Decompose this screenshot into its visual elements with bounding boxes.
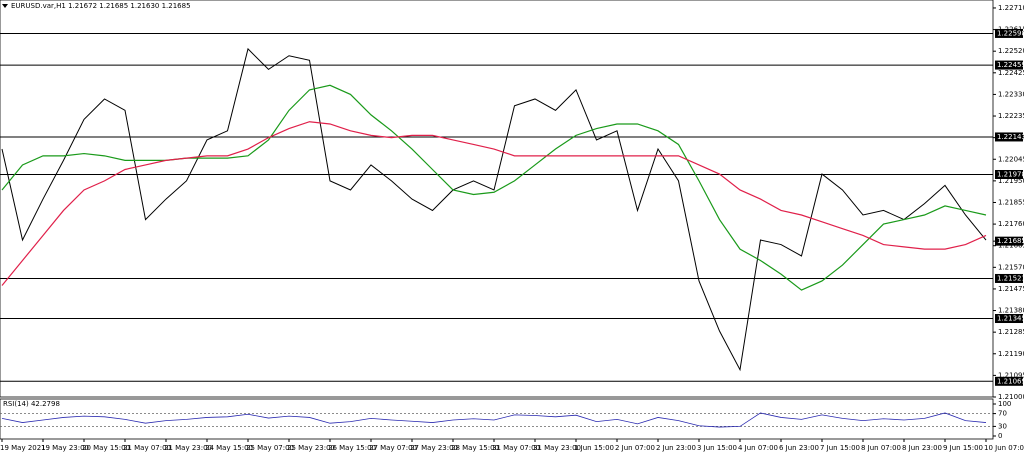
y-tick-label: 1.21760 — [998, 220, 1024, 228]
y-tick-label: 1.22235 — [998, 112, 1024, 120]
level-label: 1.21978 — [997, 170, 1024, 178]
y-tick-label: 1.21570 — [998, 263, 1024, 271]
x-tick-label: 19 May 2021 — [0, 444, 46, 452]
y-tick-label: 1.21380 — [998, 307, 1024, 315]
y-tick-label: 1.22425 — [998, 69, 1024, 77]
main-pane — [0, 0, 994, 398]
y-tick-label: 1.22330 — [998, 90, 1024, 98]
level-label: 1.22459 — [997, 61, 1024, 69]
level-label: 1.22598 — [997, 29, 1024, 37]
y-tick-label: 1.21950 — [998, 177, 1024, 185]
chart-title: EURUSD.var,H1 1.21672 1.21685 1.21630 1.… — [11, 2, 191, 10]
x-tick-label: 2 Jun 07:00 — [615, 444, 655, 452]
level-box — [995, 132, 1023, 142]
current-price-label: 1.21685 — [997, 237, 1024, 245]
level-box — [995, 169, 1023, 179]
level-label: 1.22143 — [997, 133, 1024, 141]
current-price-box — [995, 236, 1023, 246]
x-tick-label: 31 May 23:00 — [533, 444, 581, 452]
x-tick-label: 24 May 15:00 — [205, 444, 253, 452]
x-tick-label: 28 May 15:00 — [451, 444, 499, 452]
y-tick-label: 1.21665 — [998, 242, 1024, 250]
rsi-tick-label: 30 — [998, 422, 1007, 430]
menu-arrow[interactable] — [2, 4, 8, 8]
x-tick-label: 6 Jun 23:00 — [779, 444, 819, 452]
y-tick-label: 1.21095 — [998, 371, 1024, 379]
x-tick-label: 31 May 07:00 — [492, 444, 540, 452]
level-box — [995, 376, 1023, 386]
level-label: 1.21521 — [997, 274, 1024, 282]
rsi-tick-label: 100 — [998, 400, 1011, 408]
y-tick-label: 1.21855 — [998, 198, 1024, 206]
level-box — [995, 28, 1023, 38]
x-tick-label: 9 Jun 15:00 — [943, 444, 983, 452]
y-tick-label: 1.21475 — [998, 285, 1024, 293]
y-tick-label: 1.21190 — [998, 350, 1024, 358]
rsi-tick-label: 70 — [998, 410, 1007, 418]
y-tick-label: 1.21000 — [998, 393, 1024, 401]
rsi-line — [1, 412, 987, 428]
x-tick-label: 25 May 23:00 — [287, 444, 335, 452]
rsi-title: RSI(14) 42.2798 — [3, 400, 60, 408]
y-tick-label: 1.22520 — [998, 47, 1024, 55]
x-tick-label: 21 May 23:00 — [164, 444, 212, 452]
level-label: 1.21069 — [997, 377, 1024, 385]
x-tick-label: 27 May 07:00 — [369, 444, 417, 452]
level-box — [995, 60, 1023, 70]
x-tick-label: 26 May 15:00 — [328, 444, 376, 452]
level-label: 1.21345 — [997, 315, 1024, 323]
x-tick-label: 27 May 23:00 — [410, 444, 458, 452]
x-tick-label: 1 Jun 15:00 — [574, 444, 614, 452]
x-tick-label: 8 Jun 07:00 — [861, 444, 901, 452]
price-line — [1, 47, 987, 372]
y-tick-label: 1.21285 — [998, 328, 1024, 336]
x-tick-label: 19 May 23:00 — [41, 444, 89, 452]
x-tick-label: 8 Jun 23:00 — [902, 444, 942, 452]
price-line — [1, 121, 987, 286]
x-tick-label: 20 May 15:00 — [82, 444, 130, 452]
x-tick-label: 4 Jun 07:00 — [738, 444, 778, 452]
x-tick-label: 21 May 07:00 — [123, 444, 171, 452]
rsi-tick-label: 0 — [998, 432, 1002, 440]
level-box — [995, 314, 1023, 324]
y-tick-label: 1.22045 — [998, 155, 1024, 163]
level-box — [995, 273, 1023, 283]
x-tick-label: 25 May 07:00 — [246, 444, 294, 452]
x-tick-label: 10 Jun 07:00 — [984, 444, 1024, 452]
x-tick-label: 7 Jun 15:00 — [820, 444, 860, 452]
x-tick-label: 2 Jun 23:00 — [656, 444, 696, 452]
y-tick-label: 1.22710 — [998, 4, 1024, 12]
x-tick-label: 3 Jun 15:00 — [697, 444, 737, 452]
